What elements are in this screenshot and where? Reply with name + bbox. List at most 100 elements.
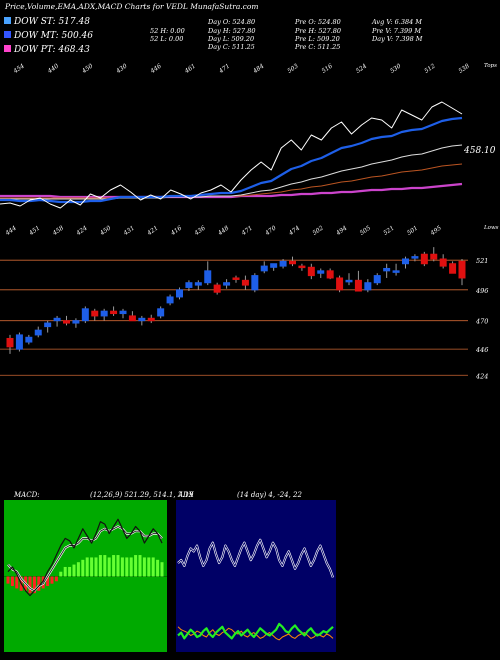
macd-hist-bar bbox=[151, 557, 155, 577]
candle-body bbox=[430, 253, 438, 260]
candle-body bbox=[307, 266, 315, 277]
macd-hist-bar bbox=[59, 571, 63, 577]
stat-day-volume: Day V: 7.398 M bbox=[371, 35, 423, 43]
candle-body bbox=[279, 260, 287, 267]
candle-body bbox=[63, 320, 70, 324]
legend-swatch-st bbox=[4, 17, 11, 24]
candle-body bbox=[241, 279, 249, 286]
stats-block: Day O: 524.80 Pre O: 524.80 Avg V: 6.384… bbox=[150, 18, 423, 51]
ema-fast-line bbox=[0, 116, 463, 204]
candle-body bbox=[354, 279, 362, 292]
candle-body bbox=[336, 277, 344, 291]
legend-st: DOW ST: 517.48 bbox=[13, 17, 90, 27]
macd-signal-line-inner bbox=[7, 526, 163, 592]
candle-body bbox=[260, 265, 268, 272]
candle-body bbox=[270, 263, 278, 268]
adx-label: ADX bbox=[177, 491, 195, 499]
macd-hist-bar bbox=[129, 557, 133, 577]
candle-body bbox=[326, 270, 334, 279]
candle-body bbox=[138, 317, 146, 322]
low-label: 495 bbox=[429, 225, 443, 238]
adx-line-inner bbox=[177, 539, 334, 578]
low-label: 458 bbox=[51, 225, 65, 238]
top-label: 524 bbox=[355, 63, 369, 75]
macd-params: (12,26,9) 521.29, 514.1, 7.19 bbox=[90, 491, 194, 499]
low-label: 505 bbox=[359, 225, 373, 237]
macd-hist-bar bbox=[54, 576, 58, 582]
y-tick-label: 521 bbox=[476, 257, 488, 265]
candle-body bbox=[81, 308, 89, 322]
low-label: 471 bbox=[240, 225, 254, 238]
low-label: 450 bbox=[98, 225, 112, 238]
stat-day-close: Day C: 511.25 bbox=[207, 43, 255, 51]
stat-prev-close: Pre C: 511.25 bbox=[294, 43, 340, 51]
candle-body bbox=[449, 263, 457, 274]
macd-panel: MACD: (12,26,9) 521.29, 514.1, 7.19 bbox=[4, 491, 194, 652]
candle-body bbox=[213, 284, 221, 293]
ema-long-line bbox=[0, 182, 463, 199]
top-label: 430 bbox=[114, 63, 128, 76]
legend-mt: DOW MT: 500.46 bbox=[13, 31, 93, 41]
candle-body bbox=[25, 336, 33, 343]
top-label: 530 bbox=[389, 63, 403, 75]
low-label: 421 bbox=[145, 225, 159, 238]
y-tick-label: 470 bbox=[475, 318, 488, 326]
macd-hist-bar bbox=[107, 557, 111, 577]
macd-hist-bar bbox=[116, 555, 120, 577]
candle-body bbox=[6, 337, 14, 348]
candle-body bbox=[44, 322, 52, 328]
macd-hist-bar bbox=[85, 557, 89, 577]
legend-swatch-mt bbox=[4, 31, 11, 38]
stat-prev-high: Pre H: 527.80 bbox=[294, 27, 341, 35]
macd-hist-bar bbox=[112, 555, 116, 577]
stat-prev-low: Pre L: 509.20 bbox=[294, 35, 340, 43]
macd-hist-bar bbox=[72, 564, 76, 577]
macd-hist-bar bbox=[6, 576, 10, 584]
chart-title: Price,Volume,EMA,ADX,MACD Charts for VED… bbox=[4, 2, 259, 11]
low-label: 424 bbox=[74, 225, 88, 238]
low-label: 416 bbox=[169, 225, 183, 238]
top-label: 450 bbox=[80, 63, 94, 76]
stat-prev-open: Pre O: 524.80 bbox=[294, 18, 341, 26]
candle-body bbox=[147, 317, 155, 322]
legend-swatch-pt bbox=[4, 45, 11, 52]
candle-body bbox=[402, 258, 409, 265]
candle-body bbox=[157, 308, 165, 317]
top-label: 440 bbox=[46, 63, 60, 76]
y-tick-label: 446 bbox=[475, 346, 488, 354]
candle-body bbox=[298, 265, 306, 269]
macd-hist-bar bbox=[32, 576, 36, 594]
macd-hist-bar bbox=[138, 555, 142, 577]
macd-hist-bar bbox=[103, 555, 107, 577]
low-label: 502 bbox=[311, 225, 325, 237]
lows-label: Lows bbox=[483, 225, 499, 231]
candle-body bbox=[72, 320, 80, 324]
top-label: 446 bbox=[149, 63, 163, 76]
candle-body bbox=[128, 315, 136, 322]
macd-hist-bar bbox=[156, 559, 160, 577]
top-label: 512 bbox=[423, 63, 437, 75]
y-tick-label: 424 bbox=[475, 372, 488, 380]
top-label: 484 bbox=[251, 63, 265, 76]
top-label: 503 bbox=[286, 63, 300, 75]
candle-body bbox=[439, 258, 447, 267]
candle-body bbox=[100, 310, 108, 317]
candle-body bbox=[110, 310, 118, 315]
low-label: 431 bbox=[122, 225, 136, 238]
adx-params: (14 day) 4, -24, 22 bbox=[237, 491, 303, 499]
candle-body bbox=[194, 282, 202, 286]
candle-body bbox=[176, 289, 183, 298]
adx-background bbox=[176, 500, 336, 652]
candle-body bbox=[53, 317, 61, 322]
macd-hist-bar bbox=[15, 576, 19, 589]
candle-panel: 521 496 470 446 424 444 451 458 424 450 431 421 416 4… bbox=[0, 225, 499, 380]
low-label: 451 bbox=[27, 225, 41, 238]
stat-day-high: Day H: 527.80 bbox=[207, 27, 256, 35]
top-label: 454 bbox=[12, 63, 26, 76]
candle-body bbox=[166, 296, 174, 304]
candle-body bbox=[317, 270, 325, 274]
macd-hist-bar bbox=[46, 576, 50, 587]
legend: DOW ST: 517.48 DOW MT: 500.46 DOW PT: 46… bbox=[4, 17, 93, 55]
adx-plus-di-line bbox=[177, 622, 334, 640]
macd-hist-bar bbox=[160, 562, 164, 577]
